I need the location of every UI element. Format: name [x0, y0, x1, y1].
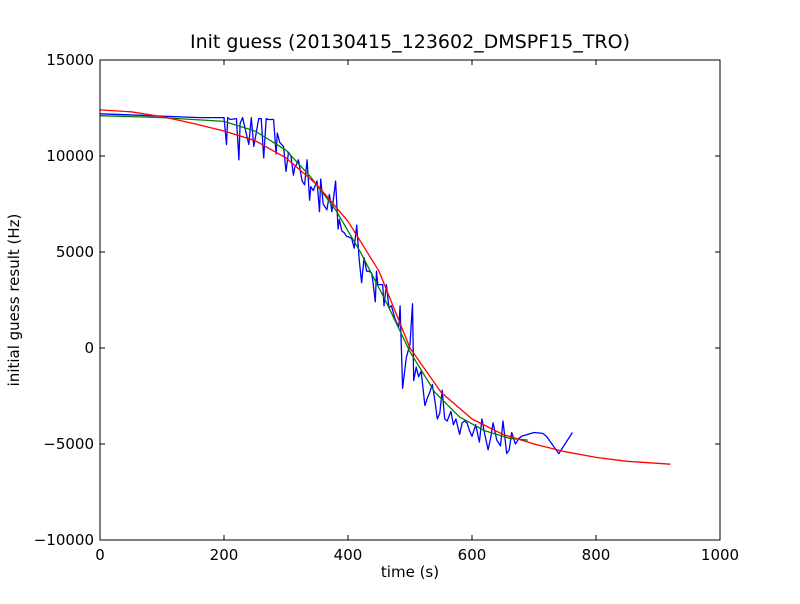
y-tick-label: −5000 [43, 435, 94, 453]
x-tick-label: 200 [210, 546, 239, 564]
series-line-2 [99, 115, 528, 441]
x-tick-label: 1000 [701, 546, 739, 564]
chart-title: Init guess (20130415_123602_DMSPF15_TRO) [190, 31, 630, 53]
plot-area: 0 200 400 600 800 1000 −10000 −5000 0 5000 10000 15… [34, 51, 739, 564]
series-line-3 [99, 109, 671, 465]
x-tick-label: 600 [458, 546, 487, 564]
x-tick-label: 0 [95, 546, 105, 564]
y-tick-label: 10000 [46, 147, 94, 165]
y-tick-label: 0 [84, 339, 94, 357]
y-tick-label: −10000 [34, 531, 94, 549]
y-tick-label: 15000 [46, 51, 94, 69]
y-tick-label: 5000 [56, 243, 94, 261]
x-tick-label: 800 [582, 546, 611, 564]
axes-frame [99, 59, 721, 541]
y-axis-label: initial guess result (Hz) [5, 214, 23, 387]
x-axis-label: time (s) [381, 563, 439, 581]
x-tick-label: 400 [334, 546, 363, 564]
series-line-1 [99, 113, 573, 455]
